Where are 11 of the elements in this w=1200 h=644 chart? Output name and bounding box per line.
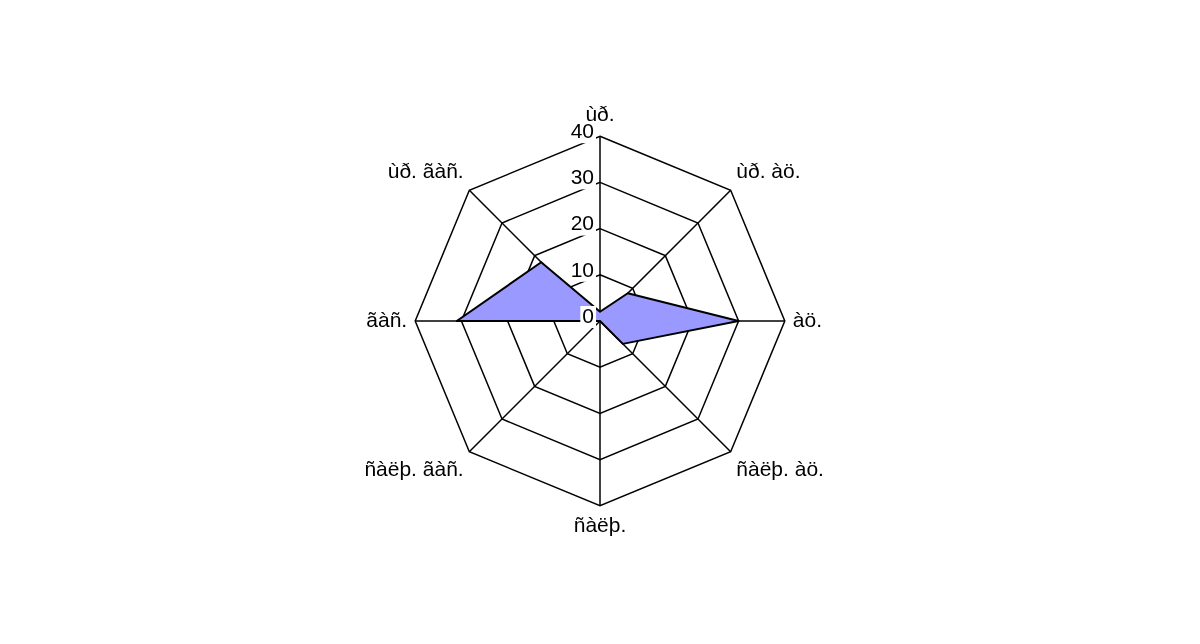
y-tick-label: 0 — [582, 303, 594, 327]
spoke-label: ùð. àö. — [736, 158, 801, 182]
y-tick-label: 10 — [570, 257, 594, 281]
spoke-label: ùð. ãàñ. — [387, 158, 464, 182]
spoke-label: ñàëþ. — [573, 513, 627, 537]
y-tick-label: 30 — [570, 165, 594, 189]
spoke-label: ñàëþ. àö. — [736, 456, 824, 480]
spoke-label: àö. — [792, 307, 822, 331]
y-tick-label: 20 — [570, 211, 594, 235]
spoke-label: ñàëþ. ãàñ. — [364, 456, 464, 480]
spoke-label: ãàñ. — [366, 307, 408, 331]
